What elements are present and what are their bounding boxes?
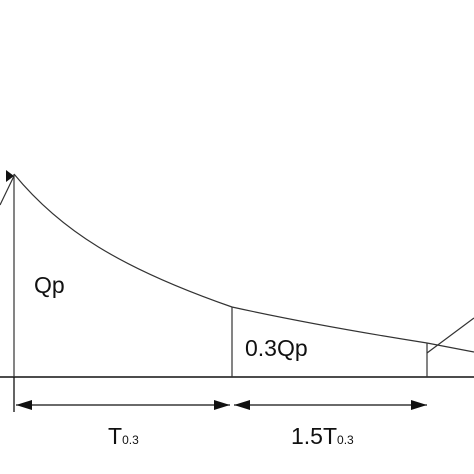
interval1-label-sub: 0.3 [122, 433, 139, 447]
interval1-label: T0.3 [108, 423, 139, 449]
peak-arrowhead [6, 170, 14, 182]
interval2-label: 1.5T0.3 [291, 423, 354, 449]
interval1-arrowhead-right [214, 400, 230, 410]
recession-label: 0.3Qp [245, 335, 308, 361]
interval2-label-sub: 0.3 [337, 433, 354, 447]
peak-label: Qp [34, 272, 65, 298]
interval2-label-main: 1.5T [291, 423, 337, 449]
recession-curve [13, 173, 474, 353]
interval2-arrowhead-right [411, 400, 427, 410]
secondary-rise [426, 317, 474, 354]
interval2-arrowhead-left [234, 400, 250, 410]
interval1-arrowhead-left [16, 400, 32, 410]
interval1-label-main: T [108, 423, 122, 449]
rising-limb [0, 175, 15, 206]
